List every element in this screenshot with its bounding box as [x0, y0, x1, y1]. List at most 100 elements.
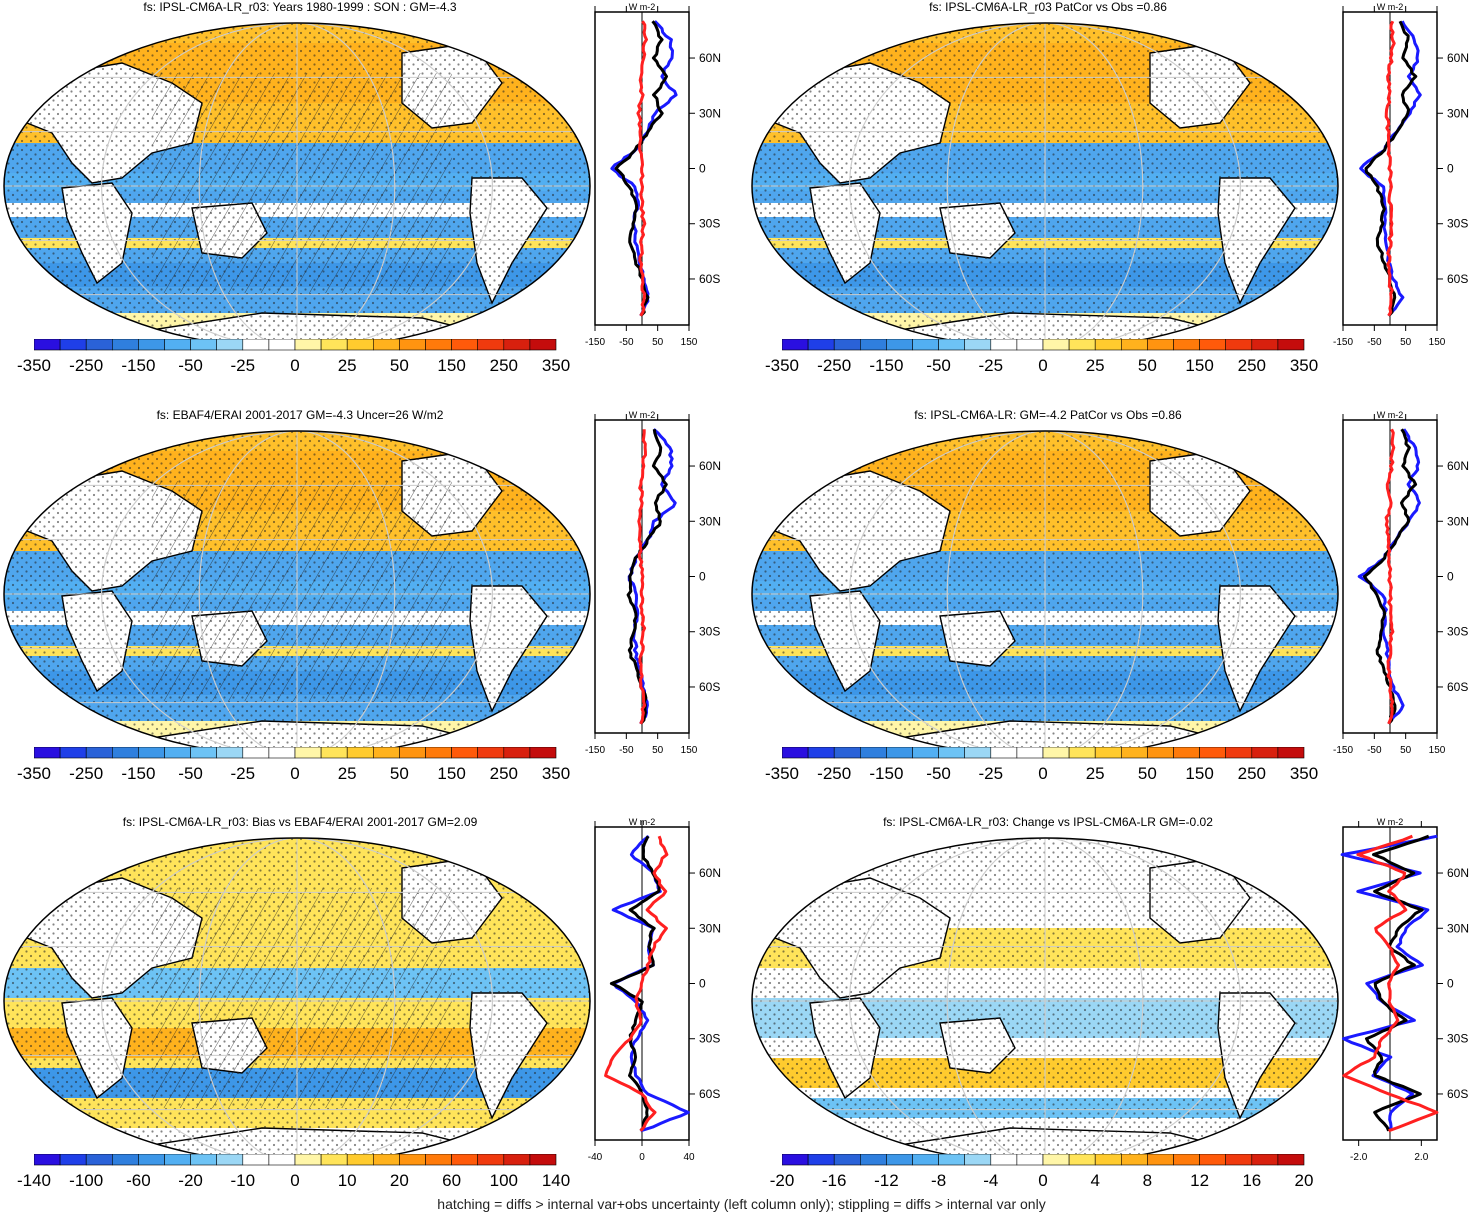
hatching-overlay: [152, 888, 452, 1108]
colorbar-tick-label: -16: [821, 1171, 847, 1190]
longitude-line: [198, 838, 396, 1164]
x-tick-label: 150: [1429, 745, 1446, 756]
world-map: [3, 430, 591, 758]
panel-ensemble-climatology: fs: IPSL-CM6A-LR: GM=-4.2 PatCor vs Obs …: [748, 408, 1483, 803]
colorbar-swatch: [425, 1154, 452, 1166]
colorbar-swatch: [216, 747, 244, 759]
colorbar-tick-label: 25: [1085, 356, 1105, 375]
zonal-series-line: [1363, 428, 1418, 725]
colorbar-swatch: [1094, 1154, 1122, 1166]
lat-tick-label: 0: [1447, 570, 1454, 584]
colorbar-tick-label: 250: [1237, 356, 1266, 375]
x-tick-label: 40: [683, 1152, 695, 1163]
colorbar-swatch: [990, 747, 1018, 759]
colorbar-swatch: [242, 1154, 270, 1166]
colorbar-labels: -350 -250 -150 -50 -25 0 25 50 150 250 350: [17, 764, 570, 786]
colorbar-swatch: [964, 747, 992, 759]
colorbar-swatch: [164, 1154, 191, 1166]
colorbar-tick-label: -350: [16, 356, 52, 375]
colorbar-swatch: [164, 747, 191, 759]
lat-tick-label: 30S: [699, 1032, 720, 1046]
colorbar-swatch: [399, 339, 426, 351]
zonal-mean-plot: 60N 30N 0 30S 60S -2.0 2.0 W m-2: [1340, 817, 1469, 1163]
colorbar-swatch: [1042, 1154, 1070, 1166]
colorbar-swatch: [1120, 747, 1148, 759]
colorbar-swatch: [346, 747, 374, 759]
world-map: [751, 22, 1339, 350]
colorbar-tick-label: -25: [978, 764, 1004, 783]
lat-tick-label: 30N: [699, 921, 721, 935]
colorbar-swatch: [1173, 747, 1200, 759]
longitude-line: [849, 838, 1241, 1164]
unit-label: W m-2: [1377, 410, 1404, 420]
colorbar-tick-label: -25: [978, 356, 1004, 375]
colorbar-swatch: [59, 747, 87, 759]
hatching-overlay: [152, 481, 452, 701]
colorbar-swatch: [190, 339, 218, 351]
colorbar-swatch: [190, 747, 218, 759]
colorbar-swatch: [1173, 339, 1200, 351]
lat-tick-label: 30S: [699, 625, 720, 639]
colorbar-swatch: [477, 339, 505, 351]
colorbar-swatch: [112, 747, 139, 759]
x-tick-label: -150: [585, 745, 605, 756]
colorbar-swatch: [425, 747, 452, 759]
lat-tick-label: 60N: [699, 866, 721, 880]
colorbar-swatch: [425, 339, 452, 351]
colorbar-tick-label: 50: [1137, 764, 1157, 783]
colorbar-tick-label: -350: [764, 764, 800, 783]
colorbar-tick-label: -25: [230, 356, 256, 375]
zonal-mean-plot: 60N 30N 0 30S 60S -40 0 40 W m-2: [588, 817, 721, 1163]
zonal-series-line: [609, 835, 661, 1132]
colorbar-swatch: [320, 339, 348, 351]
zonal-mean-plot: 60N 30N 0 30S 60S -150 -50 50 150 W m-2: [1333, 2, 1469, 348]
colorbar-swatch: [503, 339, 531, 351]
colorbar-tick-label: 140: [541, 1171, 571, 1190]
colorbar-tick-label: 350: [1289, 764, 1319, 783]
panel-change: fs: IPSL-CM6A-LR_r03: Change vs IPSL-CM6…: [748, 815, 1483, 1210]
colorbar-swatch: [85, 1154, 113, 1166]
colorbar-labels: -350 -250 -150 -50 -25 0 25 50 150 250 350: [765, 764, 1318, 786]
colorbar-swatch: [1225, 1154, 1253, 1166]
zonal-series-line: [610, 20, 678, 317]
colorbar-swatch: [990, 1154, 1018, 1166]
colorbar-swatch: [1120, 1154, 1148, 1166]
colorbar-swatch: [503, 747, 531, 759]
lat-tick-label: 60N: [1447, 866, 1469, 880]
unit-label: W m-2: [629, 817, 656, 827]
zonal-mean-plot: 60N 30N 0 30S 60S -150 -50 50 150 W m-2: [585, 410, 721, 756]
zonal-series-line: [611, 835, 690, 1133]
colorbar-swatch: [1251, 339, 1279, 351]
colorbar-swatch: [782, 1154, 809, 1166]
x-tick-label: -150: [585, 337, 605, 348]
lat-tick-label: 0: [699, 162, 706, 176]
colorbar-tick-label: -12: [874, 1171, 899, 1190]
x-tick-label: 50: [1400, 337, 1412, 348]
colorbar-swatch: [1199, 339, 1227, 351]
colorbar-tick-label: -4: [983, 1171, 999, 1190]
colorbar-swatch: [1251, 1154, 1279, 1166]
colorbar-tick-label: -20: [178, 1171, 203, 1190]
lat-tick-label: 0: [1447, 977, 1454, 991]
colorbar-tick-label: 350: [541, 356, 571, 375]
colorbar-swatch: [807, 1154, 835, 1166]
zonal-mean-plot: 60N 30N 0 30S 60S -150 -50 50 150 W m-2: [585, 2, 721, 348]
colorbar-swatch: [1147, 339, 1174, 351]
colorbar-tick-label: 0: [290, 1171, 300, 1190]
colorbar-swatch: [112, 339, 139, 351]
colorbar-swatch: [1068, 1154, 1096, 1166]
colorbar-swatch: [216, 1154, 244, 1166]
zonal-series-line: [626, 428, 668, 725]
colorbar-swatch: [477, 1154, 505, 1166]
colorbar-swatch: [294, 747, 322, 759]
panel-model-patcor: fs: IPSL-CM6A-LR_r03 PatCor vs Obs =0.86…: [748, 0, 1483, 395]
colorbar-tick-label: -20: [769, 1171, 795, 1190]
lat-tick-label: 30S: [1447, 625, 1468, 639]
panel-obs-climatology: fs: EBAF4/ERAI 2001-2017 GM=-4.3 Uncer=2…: [0, 408, 735, 803]
lat-tick-label: 60S: [1447, 272, 1468, 286]
colorbar-swatch: [294, 1154, 322, 1166]
longitude-line: [198, 431, 396, 757]
x-tick-label: -50: [1367, 337, 1382, 348]
colorbar-swatch: [886, 339, 913, 351]
colorbar-swatch: [912, 747, 939, 759]
